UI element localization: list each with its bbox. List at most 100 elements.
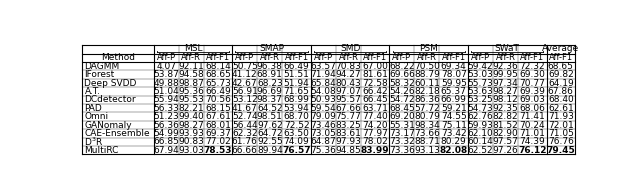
Text: 81.52: 81.52 <box>493 121 518 130</box>
Text: 96.69: 96.69 <box>257 87 283 96</box>
Text: 93.93: 93.93 <box>179 129 204 138</box>
Text: 79.09: 79.09 <box>310 112 336 121</box>
Text: 92.11: 92.11 <box>179 62 204 71</box>
Text: 73.05: 73.05 <box>310 129 336 138</box>
Text: Aff-R: Aff-R <box>495 53 515 62</box>
Text: 73.46: 73.46 <box>310 121 336 130</box>
Text: A.T.: A.T. <box>84 87 100 96</box>
Text: 97.57: 97.57 <box>493 137 518 146</box>
Text: 70.50: 70.50 <box>414 62 440 71</box>
Text: 59.54: 59.54 <box>310 104 336 113</box>
Text: 71.93: 71.93 <box>548 112 573 121</box>
Text: 97.62: 97.62 <box>257 121 283 130</box>
Text: 65.73: 65.73 <box>205 79 231 88</box>
Text: 97.26: 97.26 <box>493 146 518 155</box>
Text: 54.99: 54.99 <box>154 129 179 138</box>
Text: 62.32: 62.32 <box>232 129 257 138</box>
Text: 55.73: 55.73 <box>468 79 493 88</box>
Text: 95.36: 95.36 <box>179 87 204 96</box>
Text: 80.43: 80.43 <box>335 79 361 88</box>
Text: 62.76: 62.76 <box>468 112 493 121</box>
Text: 55.94: 55.94 <box>154 95 179 104</box>
Text: 61.76: 61.76 <box>232 137 258 146</box>
Text: Omni: Omni <box>84 112 109 121</box>
Text: 59.21: 59.21 <box>441 104 467 113</box>
Text: 68.45: 68.45 <box>389 104 415 113</box>
Text: 82.08: 82.08 <box>440 146 468 155</box>
Text: 64.19: 64.19 <box>548 79 573 88</box>
Text: 53.03: 53.03 <box>468 70 493 79</box>
Text: SWaT: SWaT <box>495 44 520 53</box>
Text: 72.01: 72.01 <box>548 121 573 130</box>
Text: 69.30: 69.30 <box>520 70 545 79</box>
Text: 50.75: 50.75 <box>232 62 258 71</box>
Text: 76.76: 76.76 <box>548 137 573 146</box>
Text: 64.52: 64.52 <box>257 104 283 113</box>
Text: 68.99: 68.99 <box>284 95 310 104</box>
Text: 90.83: 90.83 <box>179 137 204 146</box>
Text: 68.40: 68.40 <box>548 95 573 104</box>
Text: Aff-P: Aff-P <box>235 53 254 62</box>
Text: 97.34: 97.34 <box>493 79 518 88</box>
Text: 51.23: 51.23 <box>154 112 179 121</box>
Text: Deep SVDD: Deep SVDD <box>84 79 137 88</box>
Text: Aff-F1: Aff-F1 <box>206 53 230 62</box>
Text: 42.67: 42.67 <box>232 79 257 88</box>
Text: 81.61: 81.61 <box>362 70 388 79</box>
Text: 53.12: 53.12 <box>232 95 258 104</box>
Text: 99.95: 99.95 <box>493 70 518 79</box>
Text: IForest: IForest <box>84 70 115 79</box>
Text: 98.51: 98.51 <box>257 112 283 121</box>
Text: 66.42: 66.42 <box>362 87 388 96</box>
Text: 71.65: 71.65 <box>284 87 310 96</box>
Text: Aff-P: Aff-P <box>471 53 490 62</box>
Text: 70.56: 70.56 <box>205 95 231 104</box>
Text: Aff-F1: Aff-F1 <box>363 53 387 62</box>
Text: $\mathrm{D}^3\mathrm{R}$: $\mathrm{D}^3\mathrm{R}$ <box>84 136 104 148</box>
Text: 59.42: 59.42 <box>468 62 493 71</box>
Text: 88.79: 88.79 <box>414 70 440 79</box>
Text: Aff-R: Aff-R <box>181 53 201 62</box>
Text: 54.72: 54.72 <box>389 95 415 104</box>
Text: 73.66: 73.66 <box>414 129 440 138</box>
Text: 53.25: 53.25 <box>468 95 493 104</box>
Text: 92.55: 92.55 <box>257 137 283 146</box>
Text: 41.67: 41.67 <box>232 104 258 113</box>
Text: 98.27: 98.27 <box>493 87 518 96</box>
Text: 94.85: 94.85 <box>335 146 361 155</box>
Text: 73.32: 73.32 <box>389 137 415 146</box>
Text: 73.17: 73.17 <box>389 129 415 138</box>
Text: 98.34: 98.34 <box>414 121 440 130</box>
Text: 69.20: 69.20 <box>389 112 415 121</box>
Text: 74.55: 74.55 <box>441 112 467 121</box>
Text: 78.02: 78.02 <box>362 137 388 146</box>
Text: 74.20: 74.20 <box>362 121 388 130</box>
Text: 71.05: 71.05 <box>548 129 573 138</box>
Text: PSM: PSM <box>419 44 438 53</box>
Text: 56.91: 56.91 <box>232 87 258 96</box>
Text: 66.66: 66.66 <box>232 146 258 155</box>
Text: Method: Method <box>101 53 135 62</box>
Text: 83.61: 83.61 <box>335 129 362 138</box>
Text: 67.00: 67.00 <box>362 62 388 71</box>
Text: 67.61: 67.61 <box>205 112 231 121</box>
Text: 72.58: 72.58 <box>362 79 388 88</box>
Text: 68.70: 68.70 <box>284 112 310 121</box>
Text: 98.87: 98.87 <box>179 79 204 88</box>
Text: 93.03: 93.03 <box>179 146 204 155</box>
Text: 98.12: 98.12 <box>493 95 518 104</box>
Text: MSL: MSL <box>184 44 202 53</box>
Text: 93.13: 93.13 <box>414 146 440 155</box>
Text: 74.39: 74.39 <box>520 137 545 146</box>
Text: 68.06: 68.06 <box>520 104 545 113</box>
Text: 76.57: 76.57 <box>282 146 311 155</box>
Text: 64.87: 64.87 <box>310 137 336 146</box>
Text: Aff-P: Aff-P <box>157 53 176 62</box>
Text: 68.22: 68.22 <box>389 62 415 71</box>
Text: 83.25: 83.25 <box>335 121 361 130</box>
Text: 98.27: 98.27 <box>179 121 204 130</box>
Text: 56.33: 56.33 <box>153 104 179 113</box>
Text: 72.52: 72.52 <box>284 121 309 130</box>
Text: 64.72: 64.72 <box>257 129 283 138</box>
Text: Aff-F1: Aff-F1 <box>548 53 573 62</box>
